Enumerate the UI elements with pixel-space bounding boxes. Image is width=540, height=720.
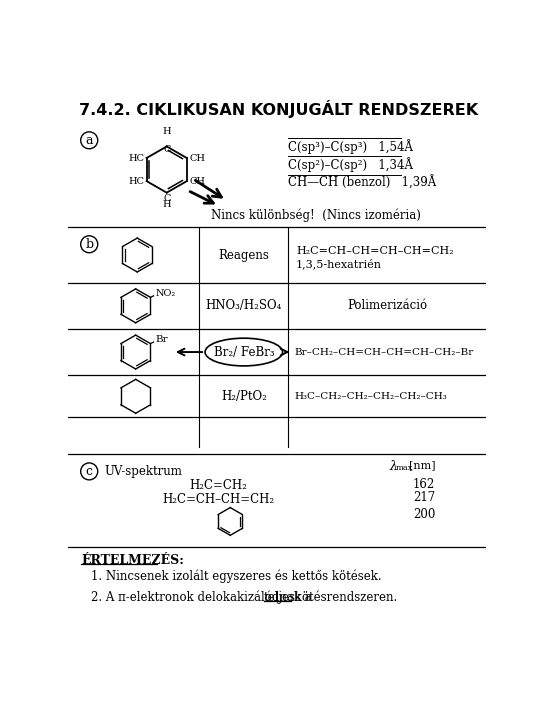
Text: c: c: [86, 465, 93, 478]
Text: H₂/PtO₂: H₂/PtO₂: [221, 390, 267, 402]
Text: C(sp³)–C(sp³)   1,54Å: C(sp³)–C(sp³) 1,54Å: [288, 139, 414, 153]
Text: kötésrendszeren.: kötésrendszeren.: [292, 590, 398, 604]
Text: max: max: [396, 464, 414, 472]
Text: NO₂: NO₂: [155, 289, 176, 298]
Text: 162: 162: [413, 477, 435, 490]
Text: H₂C=CH₂: H₂C=CH₂: [190, 479, 247, 492]
Text: 2. A π-elektronok delokakizálódnak a: 2. A π-elektronok delokakizálódnak a: [91, 590, 315, 604]
Text: H₂C=CH–CH=CH–CH=CH₂: H₂C=CH–CH=CH–CH=CH₂: [296, 246, 454, 256]
Text: Reagens: Reagens: [218, 248, 269, 261]
Text: C(sp²)–C(sp²)   1,34Å: C(sp²)–C(sp²) 1,34Å: [288, 157, 414, 172]
Text: b: b: [85, 238, 93, 251]
Text: 7.4.2. CIKLIKUSAN KONJUGÁLT RENDSZEREK: 7.4.2. CIKLIKUSAN KONJUGÁLT RENDSZEREK: [79, 100, 478, 118]
Text: H: H: [163, 200, 171, 210]
Text: λ: λ: [389, 460, 397, 473]
Text: teljes: teljes: [264, 590, 295, 604]
Text: Br₂/ FeBr₃: Br₂/ FeBr₃: [213, 346, 274, 359]
Text: Br–CH₂–CH=CH–CH=CH–CH₂–Br: Br–CH₂–CH=CH–CH=CH–CH₂–Br: [295, 348, 474, 356]
Text: HC: HC: [128, 153, 144, 163]
Text: 200: 200: [413, 508, 435, 521]
Text: CH: CH: [189, 153, 205, 163]
Text: CH—CH (benzol)   1,39Å: CH—CH (benzol) 1,39Å: [288, 176, 437, 190]
Text: H₃C–CH₂–CH₂–CH₂–CH₂–CH₃: H₃C–CH₂–CH₂–CH₂–CH₂–CH₃: [295, 392, 447, 401]
Text: CH: CH: [189, 176, 205, 186]
Text: HNO₃/H₂SO₄: HNO₃/H₂SO₄: [206, 300, 282, 312]
Text: H: H: [163, 127, 171, 135]
Text: 1. Nincsenek izolált egyszeres és kettős kötések.: 1. Nincsenek izolált egyszeres és kettős…: [91, 570, 381, 583]
Text: C: C: [163, 194, 171, 203]
Text: UV-spektrum: UV-spektrum: [105, 465, 183, 478]
Text: ÉRTELMEZÉS:: ÉRTELMEZÉS:: [82, 554, 184, 567]
Text: C: C: [163, 145, 171, 154]
Text: Polimerizáció: Polimerizáció: [347, 300, 427, 312]
Text: a: a: [85, 134, 93, 147]
Text: 217: 217: [413, 492, 435, 505]
Text: 1,3,5-hexatrién: 1,3,5-hexatrién: [296, 259, 382, 270]
Text: [nm]: [nm]: [409, 460, 436, 470]
Text: H₂C=CH–CH=CH₂: H₂C=CH–CH=CH₂: [163, 493, 275, 506]
Text: Br: Br: [155, 336, 168, 344]
Text: Nincs különbség!  (Nincs izoméria): Nincs különbség! (Nincs izoméria): [211, 208, 421, 222]
Text: HC: HC: [128, 176, 144, 186]
